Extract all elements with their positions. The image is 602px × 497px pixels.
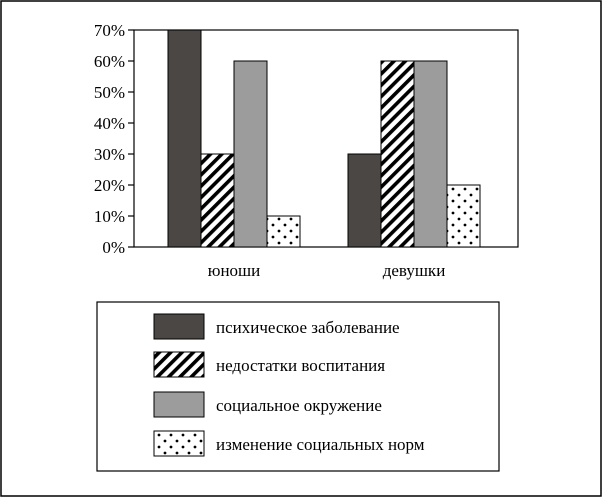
bar-devushki-series-2 — [380, 60, 415, 248]
y-tick-label: 0% — [102, 238, 125, 257]
y-tick-label: 30% — [94, 145, 125, 164]
legend-label: недостатки воспитания — [216, 356, 385, 375]
plot-area: 0% 10% 20% 30% 40% 50% 60% 70% юноши девушки — [94, 21, 519, 280]
category-label: девушки — [383, 261, 446, 280]
legend: психическое заболевание недостатки воспит… — [153, 313, 425, 457]
bar-yunoshi-series-3 — [233, 60, 268, 248]
legend-swatch — [153, 313, 205, 340]
bar-devushki-series-4 — [446, 184, 481, 248]
bar-yunoshi-series-1 — [167, 29, 202, 248]
legend-label: социальное окружение — [216, 396, 382, 415]
plot-border — [133, 29, 519, 248]
y-tick-label: 60% — [94, 52, 125, 71]
legend-label: психическое заболевание — [216, 318, 400, 337]
legend-swatch — [153, 391, 205, 418]
y-tick-label: 50% — [94, 83, 125, 102]
bar-yunoshi-series-2 — [200, 153, 235, 248]
y-tick-label: 10% — [94, 207, 125, 226]
y-tick-label: 20% — [94, 176, 125, 195]
category-label: юноши — [208, 261, 261, 280]
legend-swatch — [153, 351, 205, 378]
y-tick-label: 40% — [94, 114, 125, 133]
bar-devushki-series-1 — [347, 153, 382, 248]
bar-devushki-series-3 — [413, 60, 448, 248]
legend-label: изменение социальных норм — [216, 435, 425, 454]
y-tick-label: 70% — [94, 21, 125, 40]
legend-swatch — [153, 430, 205, 457]
bar-yunoshi-series-4 — [266, 215, 301, 248]
